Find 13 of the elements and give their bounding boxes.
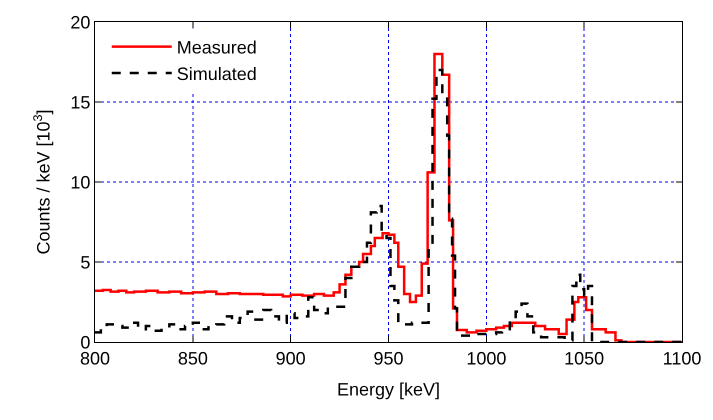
y-tick-label: 10 [70,172,90,192]
legend-label: Measured [176,38,257,58]
x-tick-label: 1050 [564,348,604,369]
x-tick-label: 1000 [466,348,506,369]
x-tick-label: 850 [178,348,208,369]
legend-label: Simulated [176,64,257,84]
y-tick-label: 15 [70,92,90,112]
x-tick-label: 900 [276,348,306,369]
x-tick-label: 1100 [662,348,702,369]
x-axis-title: Energy [keV] [336,380,440,400]
x-tick-label: 950 [373,348,404,369]
y-tick-label: 5 [80,252,90,272]
y-tick-label: 20 [70,12,90,32]
